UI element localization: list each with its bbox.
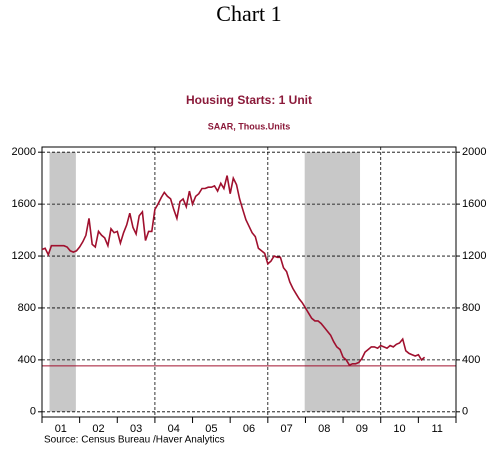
recession-band	[49, 152, 76, 412]
source-note: Source: Census Bureau /Haver Analytics	[44, 435, 225, 446]
x-tick-label: 10	[393, 423, 405, 435]
x-tick-label: 09	[356, 423, 368, 435]
y2-tick-label: 400	[462, 354, 480, 366]
x-tick-label: 08	[318, 423, 330, 435]
x-tick-label: 02	[92, 423, 104, 435]
chart-subtitle: Housing Starts: 1 Unit	[186, 93, 312, 107]
x-tick-label: 03	[130, 423, 142, 435]
y-tick-label: 400	[18, 354, 36, 366]
data-line	[41, 175, 426, 367]
y-tick-label: 800	[18, 302, 36, 314]
recession-band	[304, 152, 361, 412]
x-tick-label: 04	[168, 423, 180, 435]
units-label: SAAR, Thous.Units	[208, 121, 291, 131]
y-tick-label: 1600	[12, 198, 36, 210]
y2-tick-label: 800	[462, 302, 480, 314]
y-tick-label: 2000	[12, 146, 36, 158]
y-tick-label: 0	[30, 406, 36, 418]
y2-tick-label: 0	[462, 406, 468, 418]
chart-title: Chart 1	[216, 1, 281, 26]
y-tick-label: 1200	[12, 250, 36, 262]
y2-tick-label: 1600	[462, 198, 486, 210]
x-tick-label: 06	[243, 423, 255, 435]
x-tick-label: 01	[55, 423, 67, 435]
plot-frame	[41, 146, 457, 418]
x-tick-label: 11	[431, 423, 442, 435]
x-tick-label: 05	[205, 423, 217, 435]
y2-tick-label: 2000	[462, 146, 486, 158]
x-tick-label: 07	[281, 423, 293, 435]
y2-tick-label: 1200	[462, 250, 486, 262]
